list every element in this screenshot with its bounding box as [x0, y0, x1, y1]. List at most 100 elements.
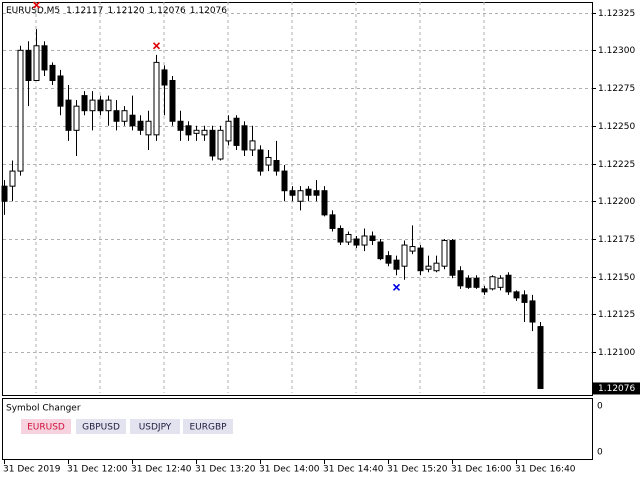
candle-body-bear: [313, 190, 320, 196]
candle-body-bear: [305, 188, 312, 196]
symbol-button[interactable]: [21, 419, 71, 434]
x-tick-label: 31 Dec 16:00: [451, 465, 512, 475]
candle-body-bear: [353, 238, 360, 246]
candle-body-bull: [249, 140, 256, 151]
candle-body-bear: [185, 125, 192, 136]
x-tick-label: 31 Dec 13:20: [195, 465, 256, 475]
candle-body-bear: [457, 270, 464, 287]
y-tick-label: 1.12200: [598, 197, 635, 207]
candle-body-bull: [73, 105, 80, 131]
candle-body-bull: [401, 244, 408, 267]
candle-body-bull: [297, 190, 304, 202]
candle-body-bull: [217, 129, 224, 160]
candle-body-bear: [113, 110, 120, 122]
x-tick-label: 31 Dec 12:00: [67, 465, 128, 475]
candle-body-bear: [393, 259, 400, 270]
candle-body-bear: [521, 294, 528, 303]
candle-body-bear: [137, 120, 144, 131]
candle-body-bull: [193, 129, 200, 134]
candle-body-bull: [105, 99, 112, 112]
y-tick-label: 1.12100: [598, 348, 635, 358]
y-tick-label: 1.12225: [598, 160, 635, 170]
candle-body-bear: [129, 114, 136, 127]
y-tick-label: 1.12125: [598, 310, 635, 320]
candle-body-bull: [9, 170, 16, 187]
symbol-button-label[interactable]: EURUSD: [27, 423, 65, 433]
y-tick-label: 1.12325: [598, 9, 635, 19]
candle-body-bear: [241, 125, 248, 151]
candle-body-bear: [417, 247, 424, 272]
candle-body-bear: [385, 255, 392, 264]
ohlc-value: 1.12076: [190, 6, 227, 16]
x-tick-label: 31 Dec 2019: [3, 465, 61, 475]
y-tick-label: 1.12300: [598, 46, 635, 56]
candle-body-bear: [329, 214, 336, 229]
ohlc-value: 1.12120: [107, 6, 144, 16]
candle-body-bull: [265, 156, 272, 166]
candle-body-bear: [57, 75, 64, 107]
indicator-title: Symbol Changer: [6, 404, 81, 414]
x-tick-label: 31 Dec 16:40: [515, 465, 576, 475]
candle-body-bear: [529, 300, 536, 323]
candle-body-bear: [41, 45, 48, 71]
candle-body-bear: [1, 185, 8, 202]
candle-body-bear: [449, 240, 456, 276]
candle-body-bear: [465, 277, 472, 288]
candle-body-bear: [177, 120, 184, 131]
candle-body-bull: [201, 129, 208, 136]
x-tick-label: 31 Dec 14:00: [259, 465, 320, 475]
candle-body-bear: [209, 129, 216, 157]
candle-body-bear: [369, 235, 376, 242]
ohlc-value: 1.12117: [66, 6, 103, 16]
indicator-axis-label: 0: [597, 402, 603, 412]
symbol-button[interactable]: [130, 419, 180, 434]
candle-body-bear: [537, 326, 544, 389]
candle-body-bear: [273, 160, 280, 172]
candle-body-bear: [289, 190, 296, 196]
candle-body-bull: [361, 235, 368, 246]
candle-body-bull: [89, 99, 96, 112]
x-tick-label: 31 Dec 15:20: [387, 465, 448, 475]
candle-body-bull: [489, 276, 496, 290]
candle-body-bear: [97, 99, 104, 112]
symbol-button-label[interactable]: GBPUSD: [82, 423, 120, 433]
candle-body-bull: [441, 240, 448, 267]
candle-body-bull: [145, 120, 152, 136]
candle-body-bear: [321, 190, 328, 216]
candle-body-bear: [481, 288, 488, 293]
chart-header: EURUSD,M5 1.12117 1.12120 1.12076 1.12076: [6, 6, 227, 16]
candle-body-bull: [225, 120, 232, 142]
symbol-button[interactable]: [183, 419, 233, 434]
x-tick-label: 31 Dec 14:40: [323, 465, 384, 475]
candle-body-bear: [25, 49, 32, 82]
candle-body-bull: [497, 277, 504, 288]
candle-body-bull: [345, 233, 352, 243]
candle-body-bear: [161, 69, 168, 86]
candle-body-bull: [433, 262, 440, 272]
candle-body-bear: [81, 95, 88, 112]
symbol-button[interactable]: [76, 419, 126, 434]
candle-body-bull: [17, 49, 24, 172]
y-tick-label: 1.12150: [598, 273, 635, 283]
candle-body-bull: [425, 265, 432, 270]
candle-body-bear: [513, 291, 520, 299]
candle-body-bear: [257, 149, 264, 172]
candle-body-bear: [337, 227, 344, 243]
symbol: EURUSD,M5: [6, 6, 60, 16]
indicator-panel: [2, 398, 593, 460]
y-tick-label: 1.12250: [598, 122, 635, 132]
candle-body-bear: [505, 274, 512, 293]
candle-body-bear: [377, 241, 384, 260]
symbol-button-label[interactable]: USDJPY: [139, 423, 172, 433]
candle-body-bear: [233, 117, 240, 146]
current-price-label: 1.12076: [598, 384, 635, 394]
candle-body-bear: [49, 64, 56, 82]
x-tick-label: 31 Dec 12:40: [131, 465, 192, 475]
signal-marker: [32, 1, 41, 9]
symbol-button-label[interactable]: EURGBP: [189, 423, 227, 433]
candle-body-bull: [409, 246, 416, 252]
y-tick-label: 1.12275: [598, 84, 635, 94]
candle-body-bear: [169, 80, 176, 122]
candle-body-bull: [153, 61, 160, 136]
